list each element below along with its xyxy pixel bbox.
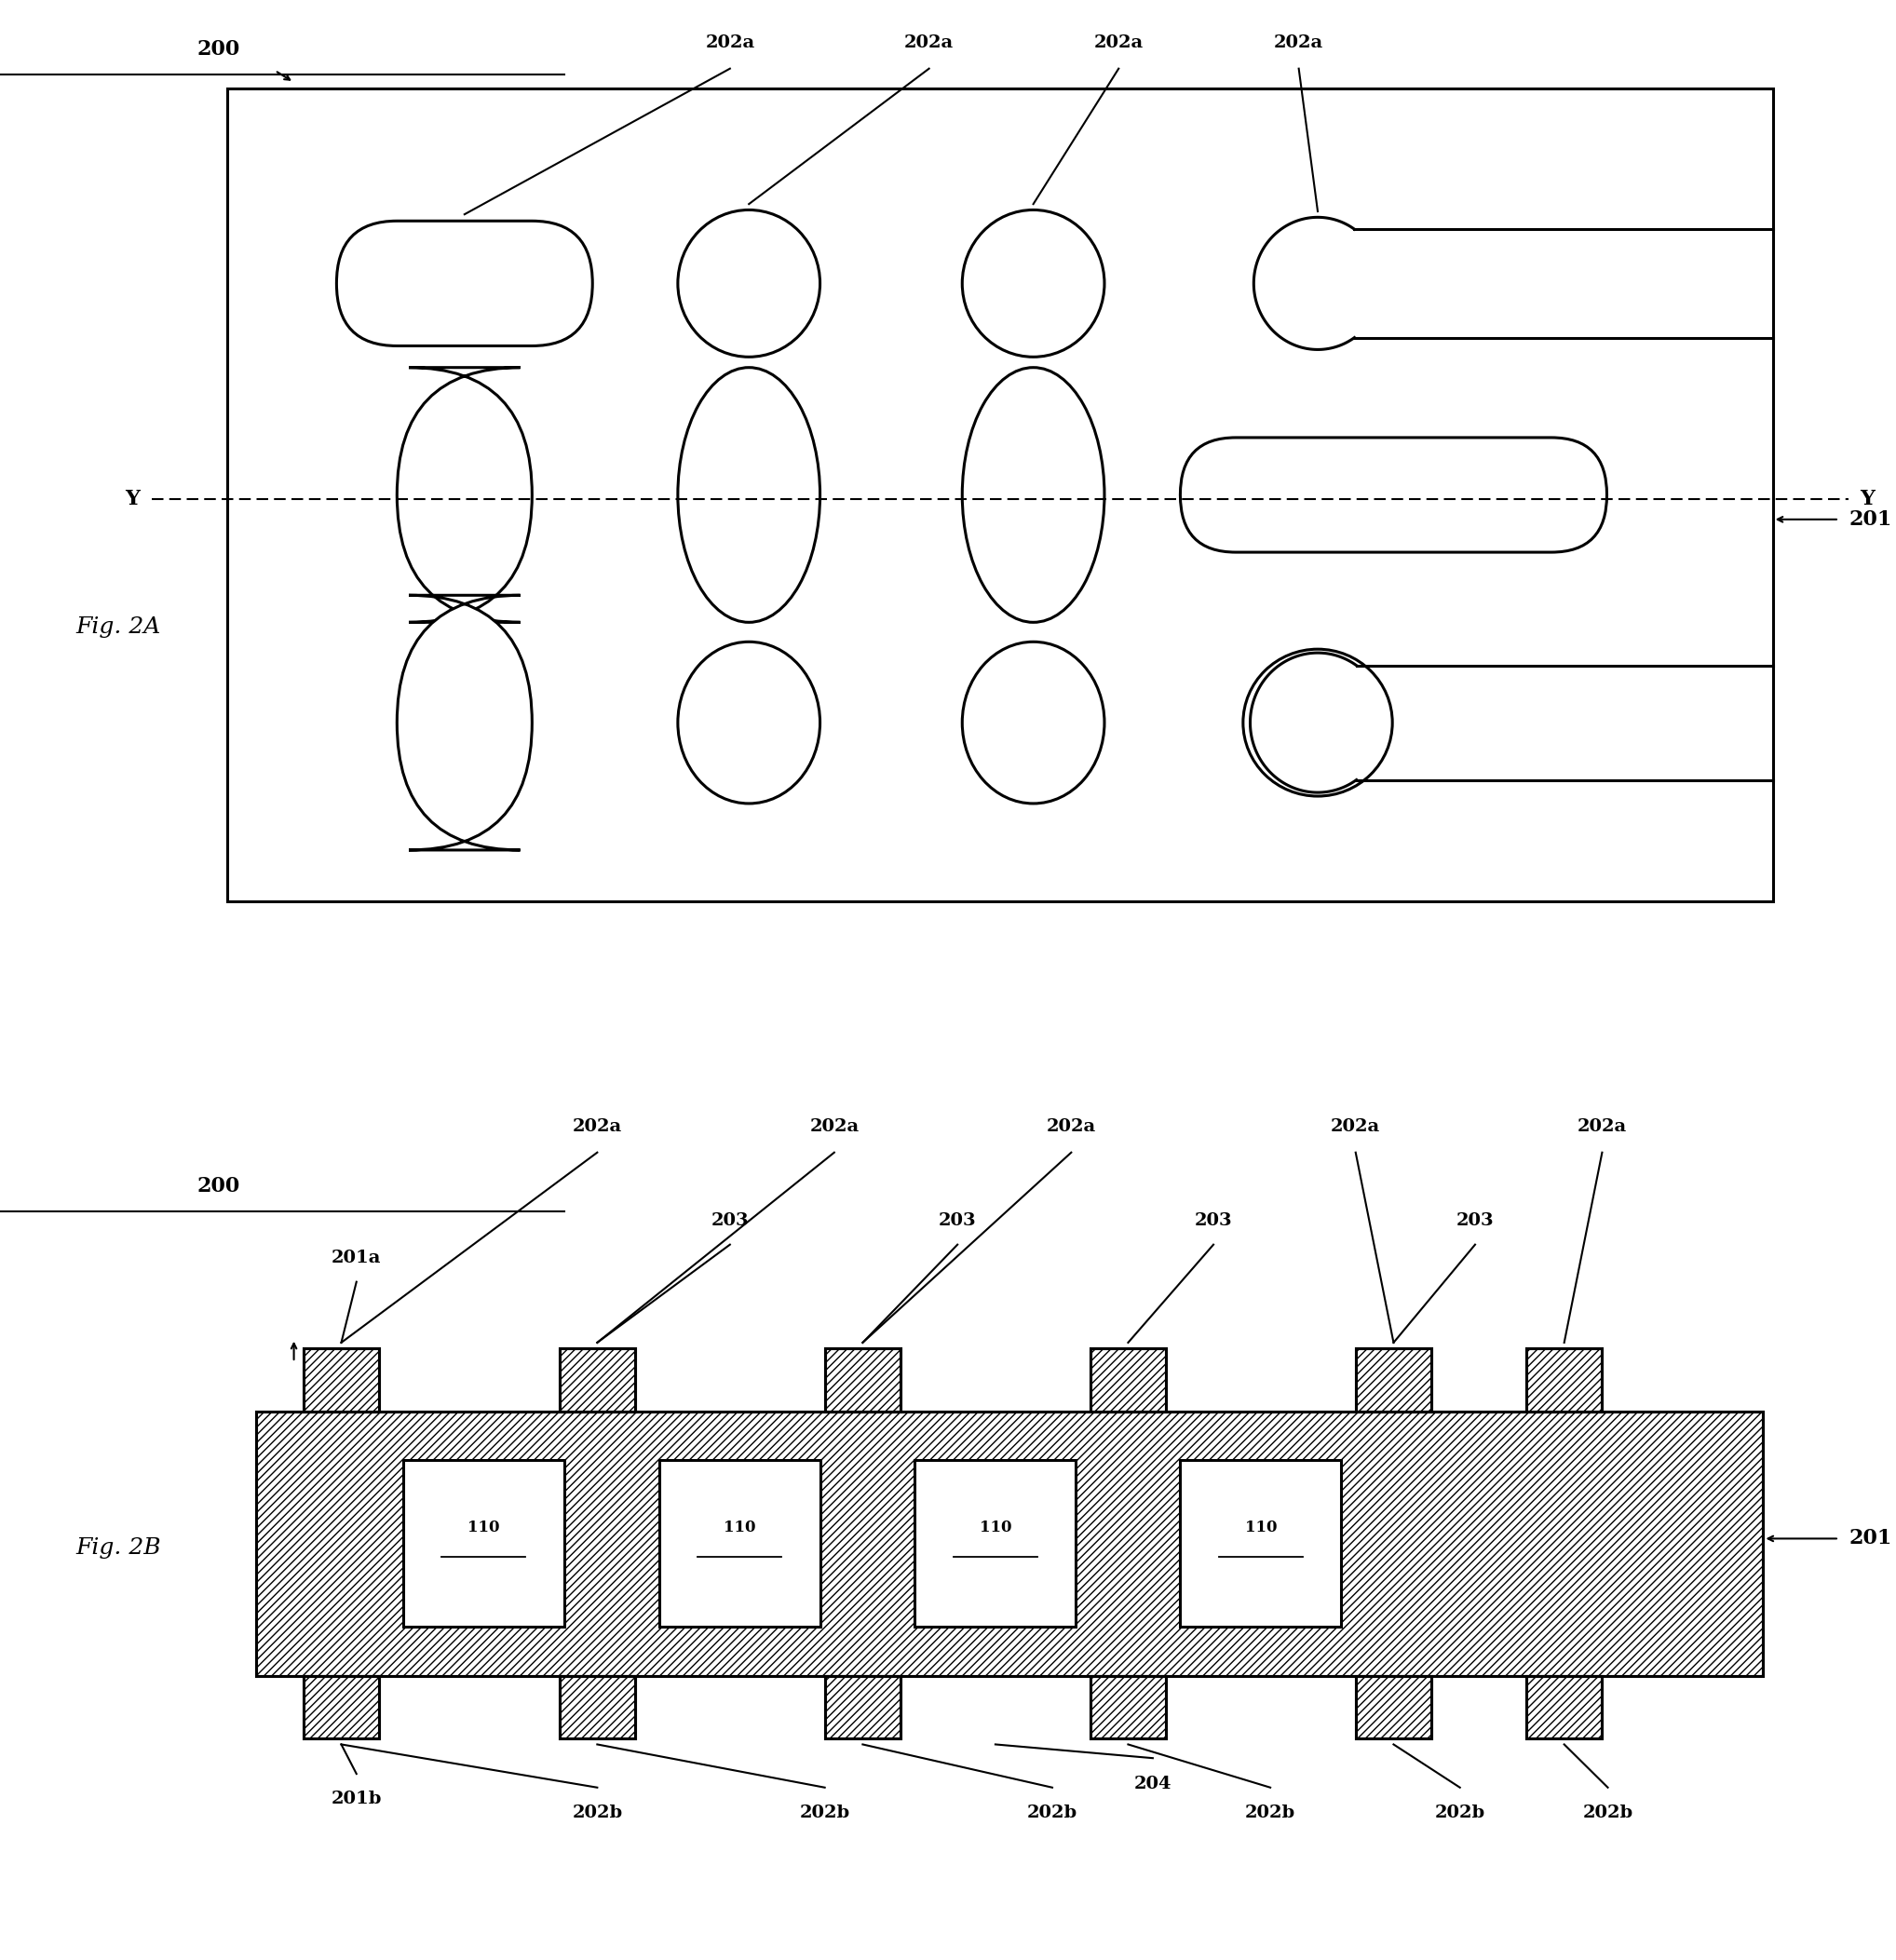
Bar (559, 1348, 635, 1411)
Text: 202a: 202a (705, 35, 755, 51)
Bar (559, 1676, 635, 1739)
Bar (402, 1460, 563, 1627)
Text: 202b: 202b (1246, 1805, 1295, 1821)
Text: 202a: 202a (1274, 35, 1323, 51)
Bar (1526, 1676, 1602, 1739)
Text: 201b: 201b (332, 1791, 381, 1807)
Bar (1526, 1348, 1602, 1411)
Text: 110: 110 (724, 1519, 755, 1537)
Bar (256, 1411, 1763, 1676)
Ellipse shape (963, 367, 1105, 621)
Bar (1526, 1676, 1602, 1739)
Text: 201: 201 (1849, 510, 1892, 529)
Text: Fig. 2A: Fig. 2A (76, 617, 161, 637)
Bar (303, 1348, 379, 1411)
Bar (825, 1348, 901, 1411)
Bar (1356, 1348, 1431, 1411)
Text: 110: 110 (1246, 1519, 1276, 1537)
Bar (402, 1460, 563, 1627)
Text: 203: 203 (1194, 1213, 1232, 1229)
Bar (256, 1411, 1763, 1676)
Bar (1356, 1676, 1431, 1739)
Text: 200: 200 (197, 1176, 239, 1196)
Bar (1356, 1676, 1431, 1739)
Bar (559, 1348, 635, 1411)
Bar (1090, 1348, 1166, 1411)
Bar (559, 1676, 635, 1739)
Bar (825, 1676, 901, 1739)
Bar (1356, 1348, 1431, 1411)
Text: 202b: 202b (800, 1805, 849, 1821)
Bar (916, 1460, 1077, 1627)
Bar (825, 1348, 901, 1411)
Text: 204: 204 (1134, 1776, 1172, 1791)
Text: 202b: 202b (1435, 1805, 1485, 1821)
Text: 201a: 201a (332, 1250, 381, 1266)
Bar (825, 1676, 901, 1739)
Ellipse shape (679, 641, 821, 804)
Text: 203: 203 (939, 1213, 976, 1229)
Text: 202b: 202b (1583, 1805, 1632, 1821)
Bar (1526, 1676, 1602, 1739)
Bar (660, 1460, 821, 1627)
Bar (303, 1676, 379, 1739)
Text: 202a: 202a (1577, 1119, 1627, 1135)
Bar (303, 1348, 379, 1411)
Bar (825, 1676, 901, 1739)
Text: 202a: 202a (1047, 1119, 1096, 1135)
Text: 202b: 202b (573, 1805, 622, 1821)
Ellipse shape (679, 210, 821, 357)
FancyBboxPatch shape (1179, 437, 1606, 553)
Bar (1356, 1676, 1431, 1739)
Bar (1526, 1348, 1602, 1411)
Text: 110: 110 (980, 1519, 1011, 1537)
Bar (825, 1348, 901, 1411)
Bar (1090, 1348, 1166, 1411)
Text: Y: Y (1860, 488, 1875, 510)
Text: 202a: 202a (904, 35, 954, 51)
FancyBboxPatch shape (337, 221, 592, 345)
FancyBboxPatch shape (396, 596, 533, 851)
Text: 202a: 202a (1094, 35, 1143, 51)
Text: Y: Y (125, 488, 140, 510)
Bar (1090, 1676, 1166, 1739)
Bar (1090, 1348, 1166, 1411)
Bar (916, 1460, 1077, 1627)
Bar (228, 88, 1773, 902)
Bar (1526, 1348, 1602, 1411)
Ellipse shape (963, 641, 1105, 804)
Bar (559, 1348, 635, 1411)
Bar (1356, 1348, 1431, 1411)
Text: 202a: 202a (573, 1119, 622, 1135)
Bar (1179, 1460, 1342, 1627)
Bar (1090, 1676, 1166, 1739)
Text: 201: 201 (1849, 1529, 1892, 1548)
Bar (660, 1460, 821, 1627)
Text: Fig. 2B: Fig. 2B (76, 1539, 161, 1558)
Bar (303, 1676, 379, 1739)
Bar (303, 1676, 379, 1739)
Ellipse shape (679, 367, 821, 621)
Ellipse shape (1244, 649, 1392, 796)
Text: 202a: 202a (810, 1119, 859, 1135)
Text: 110: 110 (468, 1519, 499, 1537)
Bar (559, 1676, 635, 1739)
Text: 200: 200 (197, 39, 239, 59)
Text: 202b: 202b (1028, 1805, 1077, 1821)
Text: 203: 203 (1456, 1213, 1494, 1229)
Ellipse shape (963, 210, 1105, 357)
Bar (303, 1348, 379, 1411)
FancyBboxPatch shape (396, 367, 533, 621)
Bar (1179, 1460, 1342, 1627)
Text: 202a: 202a (1331, 1119, 1380, 1135)
Bar (1090, 1676, 1166, 1739)
Text: 203: 203 (711, 1213, 749, 1229)
Bar (256, 1411, 1763, 1676)
